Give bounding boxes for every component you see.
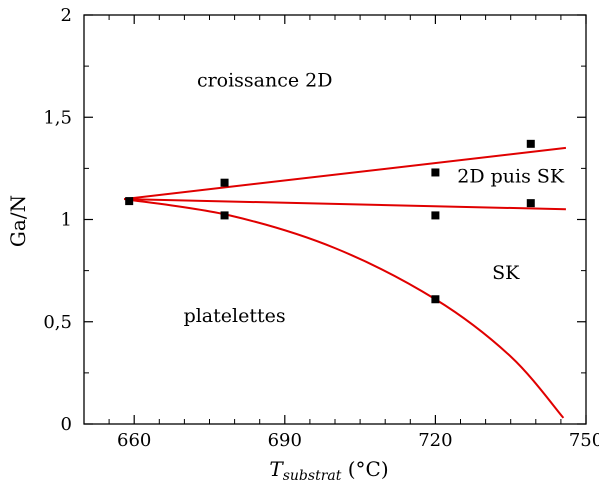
region-label: 2D puis SK xyxy=(457,166,565,188)
boundary-line-3 xyxy=(124,198,565,419)
x-axis-title-unit: (°C) xyxy=(341,457,388,481)
data-point xyxy=(220,178,229,187)
x-axis-title-main: T xyxy=(269,457,284,481)
y-axis-title: Ga/N xyxy=(6,195,30,247)
y-tick-label: 2 xyxy=(61,5,72,26)
data-point xyxy=(220,211,229,220)
plot-frame xyxy=(83,14,587,425)
boundary-line-1 xyxy=(124,146,567,201)
x-tick-label: 660 xyxy=(117,430,151,451)
region-label: SK xyxy=(492,262,520,284)
y-tick-label: 1,5 xyxy=(43,107,72,128)
axis-tick-labels: 660 690 720 750 0 0,5 1 1,5 2 xyxy=(43,5,599,451)
data-point xyxy=(431,211,440,220)
plot-border xyxy=(83,14,587,425)
axis-ticks xyxy=(83,14,587,425)
data-point xyxy=(125,197,134,206)
data-point xyxy=(526,139,535,148)
x-tick-label: 720 xyxy=(418,430,452,451)
x-tick-label: 690 xyxy=(268,430,302,451)
x-axis-title: Tsubstrat (°C) xyxy=(269,457,388,484)
x-tick-label: 750 xyxy=(569,430,599,451)
y-tick-label: 0 xyxy=(61,414,72,435)
phase-boundaries xyxy=(124,146,567,419)
data-point xyxy=(431,168,440,177)
y-tick-label: 0,5 xyxy=(43,312,72,333)
region-label: croissance 2D xyxy=(197,70,333,92)
x-axis-title-subscript: substrat xyxy=(283,468,342,484)
data-point xyxy=(431,295,440,304)
data-point xyxy=(526,199,535,208)
boundary-line-2 xyxy=(124,198,566,211)
data-points xyxy=(125,139,535,304)
y-tick-label: 1 xyxy=(61,210,72,231)
region-labels: croissance 2D 2D puis SK SK platelettes xyxy=(184,70,565,327)
region-label: platelettes xyxy=(184,305,286,327)
